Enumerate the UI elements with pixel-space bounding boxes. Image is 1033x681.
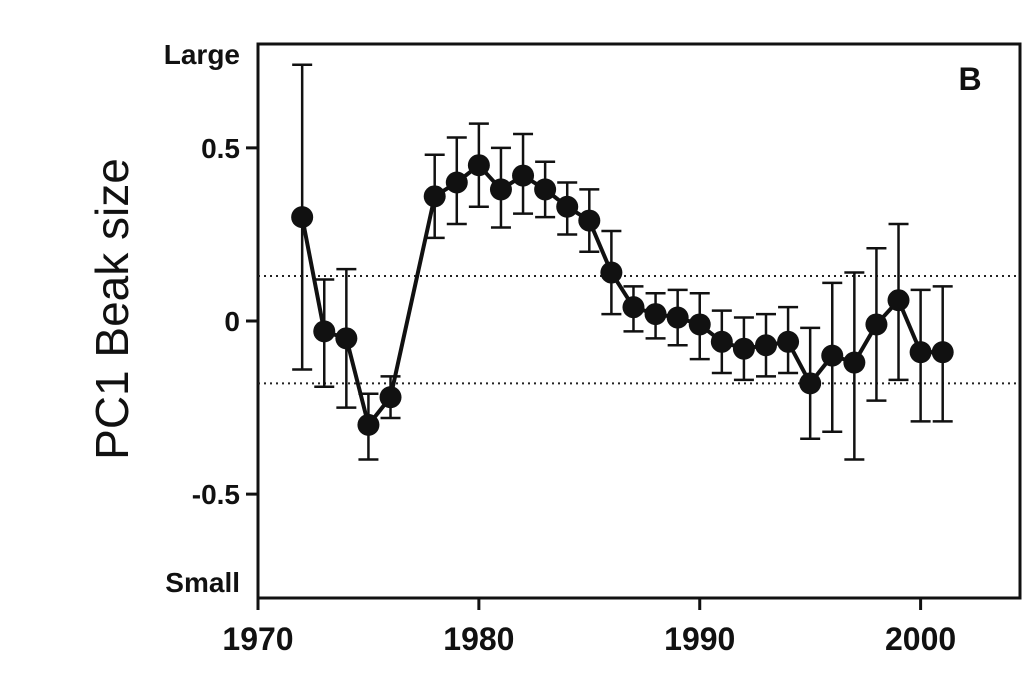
data-point xyxy=(357,413,380,436)
y-tick-label: 0.5 xyxy=(201,133,240,164)
data-point xyxy=(865,313,888,336)
data-point xyxy=(688,313,711,336)
y-axis-title: PC1 Beak size xyxy=(86,158,138,460)
data-point xyxy=(467,154,490,177)
y-label-large: Large xyxy=(164,39,240,70)
data-point xyxy=(600,261,623,284)
data-point xyxy=(622,296,645,319)
x-tick-label: 1980 xyxy=(443,621,514,657)
x-tick-label: 2000 xyxy=(885,621,956,657)
data-point xyxy=(909,341,932,364)
y-label-small: Small xyxy=(165,567,240,598)
y-tick-label: -0.5 xyxy=(192,479,240,510)
data-point xyxy=(489,178,512,201)
x-tick-label: 1970 xyxy=(222,621,293,657)
data-point xyxy=(732,337,755,360)
data-point xyxy=(379,386,402,409)
data-point xyxy=(512,164,535,187)
data-point xyxy=(710,330,733,353)
data-point xyxy=(313,320,336,343)
x-tick-label: 1990 xyxy=(664,621,735,657)
y-tick-label: 0 xyxy=(224,306,240,337)
data-point xyxy=(843,351,866,374)
data-point xyxy=(423,185,446,208)
panel-label: B xyxy=(958,61,981,97)
data-point xyxy=(445,171,468,194)
data-point xyxy=(777,330,800,353)
data-point xyxy=(556,195,579,218)
data-point xyxy=(335,327,358,350)
data-point xyxy=(666,306,689,329)
data-point xyxy=(799,372,822,395)
data-point xyxy=(755,334,777,357)
data-point xyxy=(821,344,844,367)
data-point xyxy=(578,209,601,232)
data-point xyxy=(887,289,910,312)
data-point xyxy=(291,206,314,229)
data-point xyxy=(644,303,667,326)
data-point xyxy=(931,341,954,364)
series-line xyxy=(300,162,943,430)
data-point xyxy=(534,178,557,201)
